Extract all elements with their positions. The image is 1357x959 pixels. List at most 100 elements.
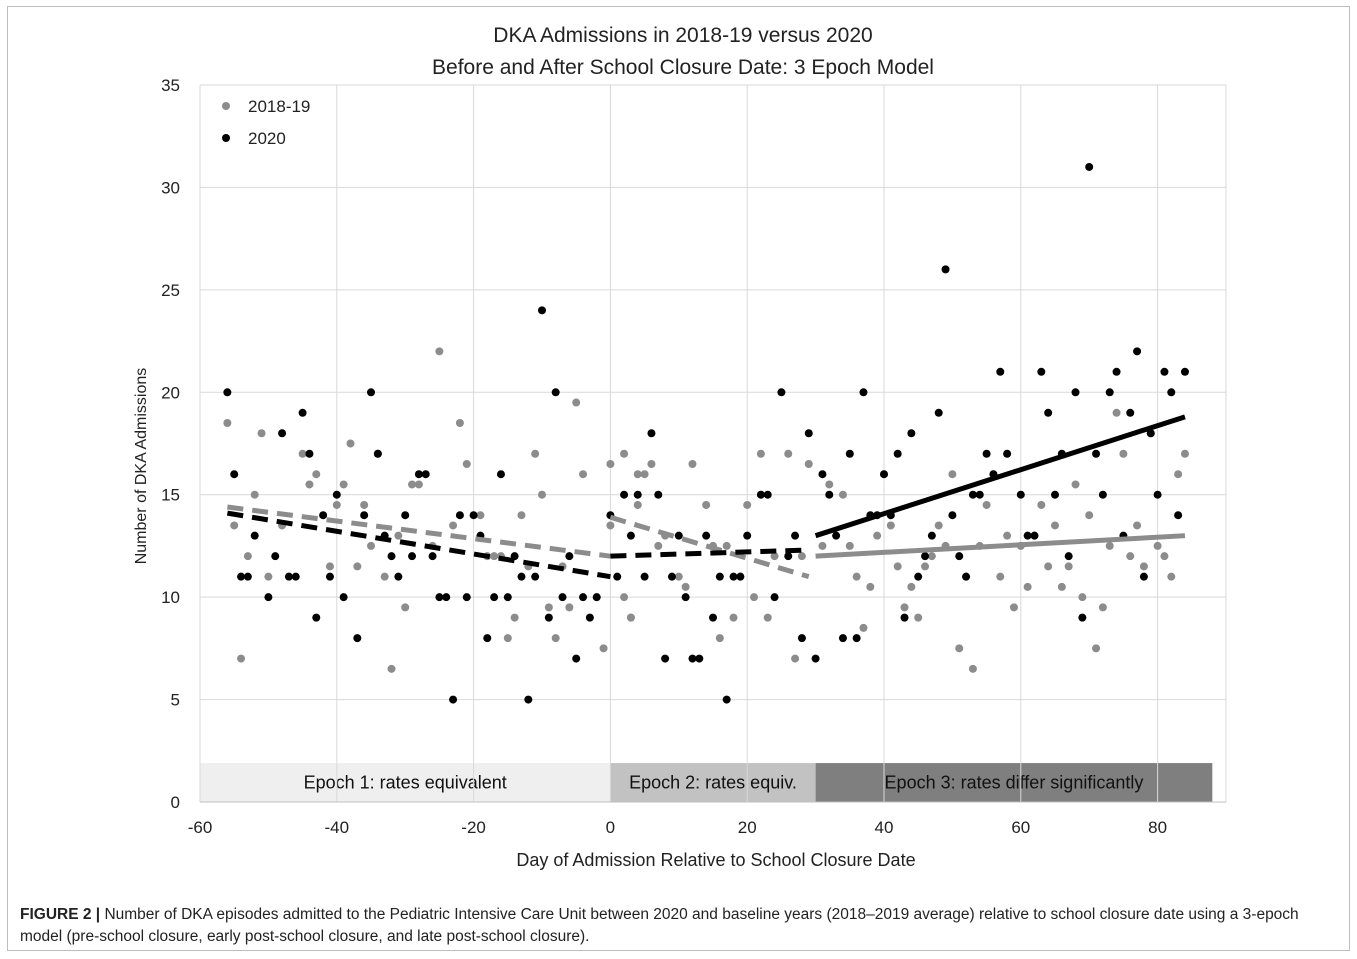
point-2020	[832, 531, 841, 540]
epoch-label-2: Epoch 2: rates equiv.	[629, 773, 797, 793]
legend: 2018-19 2020	[222, 97, 310, 148]
point-2020	[1167, 388, 1176, 397]
point-2020	[681, 593, 690, 602]
point-2020	[230, 470, 239, 479]
point-2018-19	[743, 500, 752, 509]
point-2020	[674, 531, 683, 540]
x-tick-label: -20	[461, 818, 486, 837]
trendline-2020-dashed	[610, 547, 809, 559]
trendline-2018-19-dashed	[227, 504, 611, 559]
point-2020	[428, 552, 437, 561]
point-2018-19	[763, 613, 772, 622]
point-2018-19	[968, 664, 977, 673]
point-2020	[763, 490, 772, 499]
dka-scatter-chart: Epoch 1: rates equivalent Epoch 2: rates …	[133, 24, 1227, 870]
point-2018-19	[845, 541, 854, 550]
point-2020	[1153, 490, 1162, 499]
point-2018-19	[394, 531, 403, 540]
point-2018-19	[914, 613, 923, 622]
point-2020	[968, 490, 977, 499]
point-2018-19	[681, 582, 690, 591]
point-2018-19	[1153, 541, 1162, 550]
point-2018-19	[927, 552, 936, 561]
point-2020	[914, 572, 923, 581]
point-2020	[360, 511, 369, 520]
point-2020	[797, 634, 806, 643]
point-2020	[1112, 367, 1121, 376]
point-2020	[715, 572, 724, 581]
point-2020	[770, 593, 779, 602]
point-2018-19	[517, 511, 526, 520]
point-2020	[893, 449, 902, 458]
point-2018-19	[620, 449, 629, 458]
point-2018-19	[948, 470, 957, 479]
point-2018-19	[579, 470, 588, 479]
point-2018-19	[1037, 500, 1046, 509]
x-tick-label: 20	[738, 818, 757, 837]
point-2020	[1071, 388, 1080, 397]
figure-caption: FIGURE 2 | Number of DKA episodes admitt…	[20, 904, 1340, 948]
point-2018-19	[339, 480, 348, 489]
epoch-band-3	[815, 763, 1213, 802]
point-2018-19	[531, 449, 540, 458]
point-2020	[544, 613, 553, 622]
point-2018-19	[852, 572, 861, 581]
point-2020	[455, 511, 464, 520]
point-2020	[1051, 490, 1059, 499]
point-2020	[1139, 572, 1148, 581]
data-points	[223, 162, 1189, 704]
chart-subtitle: Before and After School Closure Date: 3 …	[432, 56, 934, 79]
point-2018-19	[907, 582, 916, 591]
point-2020	[825, 490, 834, 499]
trendline-2020-dashed	[226, 510, 611, 580]
point-2020	[626, 531, 635, 540]
legend-marker	[222, 102, 230, 110]
point-2018-19	[804, 459, 813, 468]
point-2020	[791, 531, 800, 540]
point-2020	[921, 552, 930, 561]
point-2018-19	[455, 419, 464, 428]
point-2018-19	[893, 562, 902, 571]
point-2020	[702, 531, 711, 540]
caption-text: Number of DKA episodes admitted to the P…	[20, 906, 1299, 945]
point-2018-19	[387, 664, 396, 673]
point-2020	[907, 429, 916, 438]
point-2020	[811, 654, 820, 663]
point-2020	[900, 613, 909, 622]
point-2020	[777, 388, 786, 397]
point-2020	[442, 593, 451, 602]
point-2018-19	[1071, 480, 1080, 489]
point-2018-19	[921, 562, 930, 571]
x-tick-label: 40	[875, 818, 894, 837]
point-2020	[312, 613, 321, 622]
point-2018-19	[1139, 562, 1148, 571]
point-2020	[736, 572, 745, 581]
legend-label: 2020	[248, 129, 286, 148]
point-2018-19	[674, 572, 683, 581]
epoch-bands: Epoch 1: rates equivalent Epoch 2: rates …	[200, 763, 1213, 802]
point-2020	[332, 490, 341, 499]
point-2018-19	[606, 459, 615, 468]
point-2018-19	[380, 572, 389, 581]
trendline-2018-19-solid	[815, 533, 1186, 559]
x-axis-title: Day of Admission Relative to School Clos…	[516, 850, 915, 870]
x-tick-label: -40	[325, 818, 350, 837]
point-2020	[531, 572, 540, 581]
point-2018-19	[538, 490, 546, 499]
point-2020	[462, 593, 471, 602]
point-2020	[579, 593, 588, 602]
point-2020	[264, 593, 273, 602]
point-2020	[339, 593, 348, 602]
point-2018-19	[1160, 552, 1169, 561]
point-2018-19	[825, 480, 834, 489]
point-2020	[633, 490, 642, 499]
point-2020	[394, 572, 403, 581]
point-2020	[585, 613, 594, 622]
point-2020	[421, 470, 430, 479]
point-2018-19	[702, 500, 711, 509]
y-tick-label: 10	[161, 588, 180, 607]
point-2020	[975, 490, 984, 499]
point-2020	[695, 654, 704, 663]
point-2018-19	[934, 521, 943, 530]
point-2020	[298, 408, 307, 417]
